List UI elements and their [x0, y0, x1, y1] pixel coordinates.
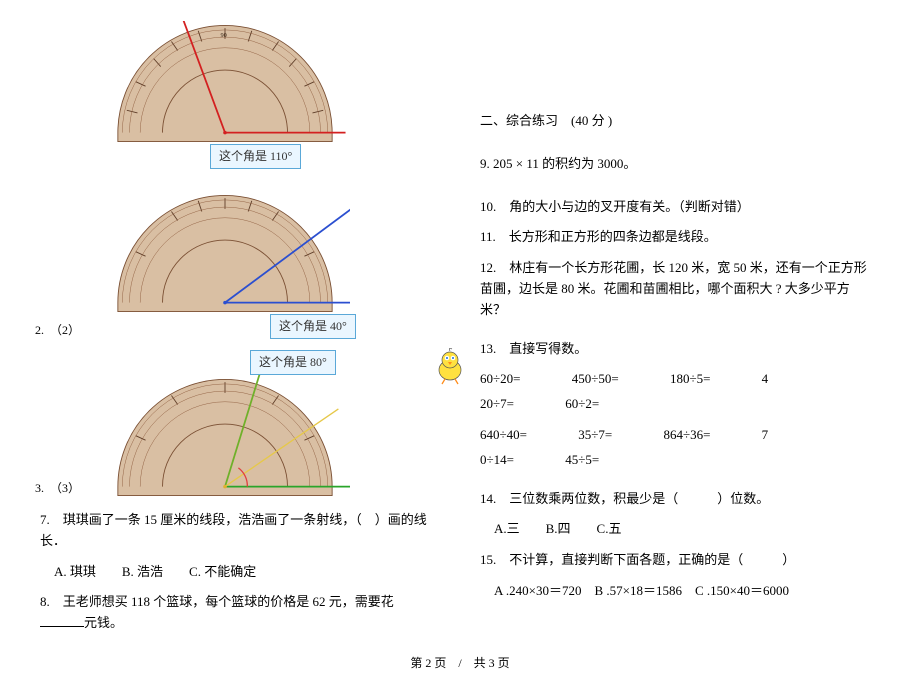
q12: 12. 林庄有一个长方形花圃，长 120 米，宽 50 米，还有一个正方形苗圃，… — [480, 258, 870, 320]
page-footer: 第 2 页 / 共 3 页 — [0, 654, 920, 673]
q7-text: 7. 琪琪画了一条 15 厘米的线段，浩浩画了一条射线，（ ）画的线长． — [40, 510, 430, 552]
q13-r1b-a: 20÷7= — [480, 394, 514, 415]
q13-title: 13. 直接写得数。 — [480, 339, 870, 360]
right-column: 二、综合练习 (40 分 ) 9. 205 × 11 的积约为 3000。 10… — [480, 6, 870, 644]
protractor-2-prefix: 2. （2） — [35, 321, 80, 340]
q13-r2-c: 864÷36= — [663, 425, 710, 446]
q13-row1: 60÷20= 450÷50= 180÷5= 4 — [480, 369, 870, 390]
q10: 10. 角的大小与边的叉开度有关。（判断对错） — [480, 197, 870, 218]
q14: 14. 三位数乘两位数，积最少是（ ）位数。 — [480, 489, 870, 510]
q8-blank[interactable] — [40, 613, 84, 627]
q13-r2b-a: 0÷14= — [480, 450, 514, 471]
q15-choices: A .240×30＝720 B .57×18＝1586 C .150×40＝60… — [480, 581, 870, 602]
protractor-3-svg — [100, 360, 350, 500]
protractor-1-svg: 90 — [100, 6, 350, 146]
q7-choices: A. 琪琪 B. 浩浩 C. 不能确定 — [40, 562, 430, 583]
q8-text-a: 8. 王老师想买 118 个篮球，每个篮球的价格是 62 元，需要花 — [40, 594, 394, 609]
protractor-3: 3. （3） 这个角是 80° — [100, 360, 430, 500]
q9: 9. 205 × 11 的积约为 3000。 — [480, 154, 870, 175]
q13-r1b-b: 60÷2= — [565, 394, 599, 415]
q11: 11. 长方形和正方形的四条边都是线段。 — [480, 227, 870, 248]
q13-r1-a: 60÷20= — [480, 369, 520, 390]
q14-choices: A.三 B.四 C.五 — [480, 519, 870, 540]
protractor-3-prefix: 3. （3） — [35, 479, 80, 498]
q8-text-b: 元钱。 — [84, 615, 123, 630]
bird-icon — [430, 346, 470, 386]
left-column: 90 这个角是 110° 2. （2） — [40, 6, 430, 644]
q13-r1-c: 180÷5= — [670, 369, 710, 390]
protractor-1-label: 这个角是 110° — [219, 149, 292, 163]
q13-r1-d: 4 — [762, 369, 769, 390]
q13-r1-b: 450÷50= — [572, 369, 619, 390]
svg-text:90: 90 — [221, 32, 227, 39]
q15: 15. 不计算，直接判断下面各题，正确的是（ ） — [480, 550, 870, 571]
q13-r2b-b: 45÷5= — [565, 450, 599, 471]
q13-row1b: 20÷7= 60÷2= — [480, 394, 870, 415]
q8-line: 8. 王老师想买 118 个篮球，每个篮球的价格是 62 元，需要花 元钱。 — [40, 592, 430, 634]
q13-row2b: 0÷14= 45÷5= — [480, 450, 870, 471]
q13-r2-d: 7 — [762, 425, 769, 446]
protractor-1-label-box: 这个角是 110° — [210, 144, 301, 169]
q13-row2: 640÷40= 35÷7= 864÷36= 7 — [480, 425, 870, 446]
q13-r2-a: 640÷40= — [480, 425, 527, 446]
protractor-1: 90 这个角是 110° — [100, 6, 430, 172]
protractor-2-label: 这个角是 40° — [279, 319, 347, 333]
q13-r2-b: 35÷7= — [578, 425, 612, 446]
section-2-title: 二、综合练习 (40 分 ) — [480, 111, 870, 132]
protractor-2-label-box: 这个角是 40° — [270, 314, 356, 339]
protractor-2: 2. （2） — [100, 176, 430, 342]
protractor-2-svg — [100, 176, 350, 316]
